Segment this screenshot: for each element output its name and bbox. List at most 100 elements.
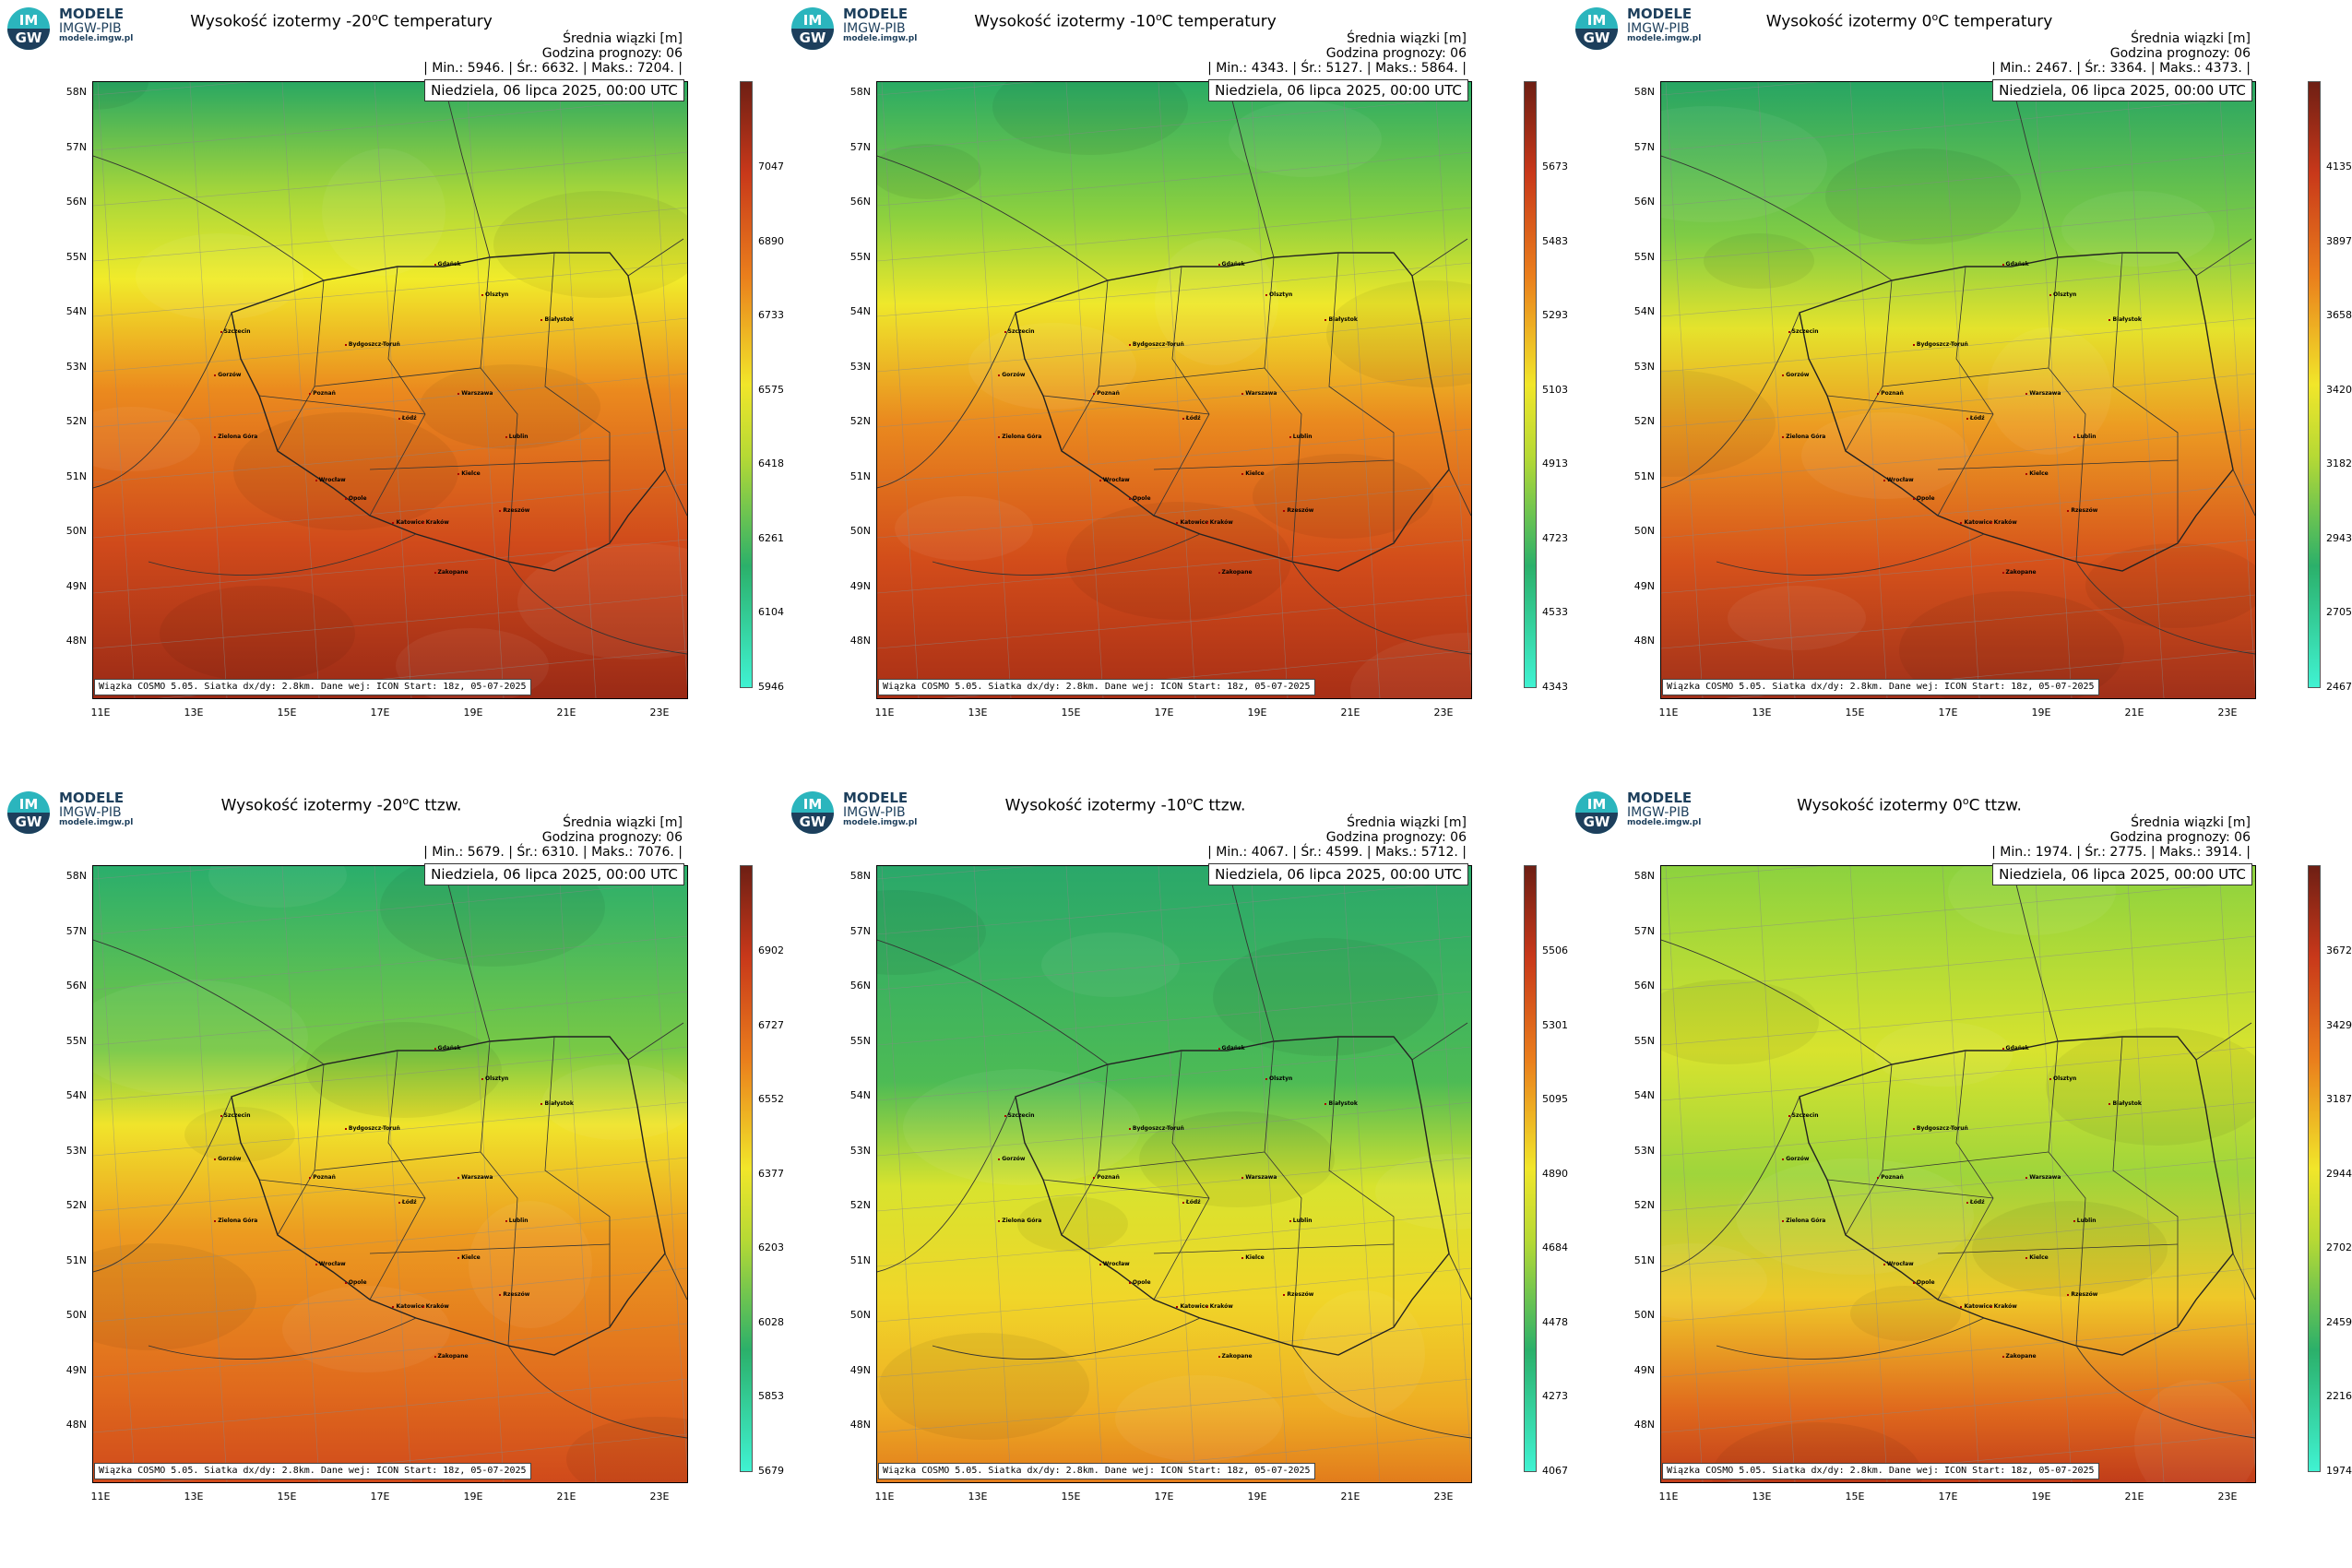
- city-label: Bydgoszcz-Toruń: [1128, 340, 1184, 348]
- lat-label: 56N: [65, 980, 87, 992]
- lon-label: 13E: [184, 1491, 204, 1503]
- city-label: Gorzów: [998, 1155, 1026, 1162]
- lon-label: 15E: [1061, 707, 1081, 719]
- lat-label: 51N: [65, 469, 87, 482]
- forecast-hour: Godzina prognozy: 06: [541, 46, 683, 61]
- city-label: Białystok: [540, 315, 574, 323]
- colorbar-label: 2459: [2326, 1315, 2352, 1328]
- city-label: Białystok: [540, 1099, 574, 1107]
- panel-title: Wysokość izotermy -10oC ttzw.: [922, 795, 1328, 815]
- lon-label: 15E: [1845, 707, 1865, 719]
- colorbar-label: 6377: [758, 1167, 784, 1180]
- city-label: Poznań: [1093, 390, 1120, 397]
- logo-line1: MODELE: [59, 6, 125, 22]
- stats-line: | Min.: 1974. | Śr.: 2775. | Maks.: 3914…: [1991, 845, 2251, 860]
- logo-line3: modele.imgw.pl: [843, 818, 918, 828]
- lat-label: 55N: [849, 1034, 871, 1047]
- colorbar-label: 4723: [1542, 531, 1568, 544]
- title-suffix: C temperatury: [1161, 12, 1277, 31]
- map-field: [1661, 82, 2255, 698]
- city-label: Gorzów: [1782, 371, 1810, 378]
- city-label: Szczecin: [1004, 328, 1035, 336]
- lat-label: 53N: [65, 360, 87, 373]
- city-label: Zielona Góra: [214, 433, 258, 440]
- city-label: Lublin: [1289, 433, 1313, 440]
- lon-label: 17E: [370, 707, 390, 719]
- forecast-hour: Godzina prognozy: 06: [2109, 830, 2251, 845]
- city-label: Zielona Góra: [998, 433, 1042, 440]
- lon-label: 23E: [1433, 707, 1454, 719]
- city-label: Kielce: [457, 1253, 481, 1261]
- lat-label: 53N: [849, 1144, 871, 1157]
- lat-label: 48N: [1633, 1419, 1655, 1431]
- lat-label: 58N: [65, 86, 87, 98]
- city-label: Szczecin: [1004, 1112, 1035, 1120]
- title-suffix: C ttzw.: [1193, 796, 1246, 815]
- lon-label: 23E: [649, 1491, 670, 1503]
- city-label: Katowice: [392, 1303, 425, 1311]
- lat-label: 52N: [849, 415, 871, 427]
- lat-label: 54N: [1633, 1089, 1655, 1101]
- stats-line: | Min.: 5679. | Śr.: 6310. | Maks.: 7076…: [423, 845, 683, 860]
- city-label: Opole: [1128, 1278, 1151, 1286]
- lon-label: 17E: [1938, 707, 1958, 719]
- city-label: Zakopane: [434, 1352, 469, 1360]
- city-label: Wrocław: [1099, 1260, 1130, 1267]
- title-degree: o: [1155, 11, 1162, 23]
- lat-label: 50N: [65, 1309, 87, 1321]
- map-area: Gdańsk Olsztyn Szczecin Białystok Bydgoszcz-…: [876, 81, 1472, 699]
- lat-label: 57N: [65, 140, 87, 153]
- city-label: Olsztyn: [2049, 1075, 2077, 1083]
- unit-line: Średnia wiązki [m]: [563, 31, 683, 46]
- city-label: Szczecin: [220, 328, 251, 336]
- imgw-badge-icon: IM GW: [1575, 791, 1618, 834]
- map-panel: IM GW MODELE IMGW-PIB modele.imgw.pl Wysokość…: [1568, 784, 2352, 1568]
- lat-label: 51N: [1633, 469, 1655, 482]
- city-label: Kraków: [1206, 519, 1233, 527]
- city-label: Rzeszów: [2067, 1290, 2098, 1298]
- city-label: Szczecin: [1788, 1112, 1819, 1120]
- lat-label: 55N: [1633, 1034, 1655, 1047]
- lat-label: 54N: [849, 305, 871, 317]
- imgw-logo: IM GW MODELE IMGW-PIB modele.imgw.pl: [1575, 6, 1705, 50]
- colorbar-label: 2216: [2326, 1390, 2352, 1402]
- colorbar-label: 2467: [2326, 680, 2352, 693]
- city-label: Bydgoszcz-Toruń: [344, 340, 400, 348]
- colorbar: [1524, 81, 1537, 688]
- model-info: Wiązka COSMO 5.05. Siatka dx/dy: 2.8km. …: [1662, 1463, 2099, 1479]
- lat-label: 49N: [849, 1363, 871, 1376]
- map-panel: IM GW MODELE IMGW-PIB modele.imgw.pl Wysokość…: [0, 0, 784, 784]
- logo-badge-bottom: GW: [1575, 813, 1618, 834]
- city-label: Opole: [1128, 494, 1151, 502]
- city-label: Kraków: [422, 1303, 449, 1311]
- stats-line: | Min.: 5946. | Śr.: 6632. | Maks.: 7204…: [423, 61, 683, 76]
- lon-label: 11E: [90, 707, 111, 719]
- city-label: Bydgoszcz-Toruń: [344, 1124, 400, 1132]
- lat-label: 52N: [65, 415, 87, 427]
- lat-label: 52N: [1633, 415, 1655, 427]
- city-label: Białystok: [1324, 315, 1358, 323]
- lat-label: 57N: [849, 140, 871, 153]
- lat-label: 53N: [849, 360, 871, 373]
- imgw-logo: IM GW MODELE IMGW-PIB modele.imgw.pl: [791, 790, 921, 834]
- logo-line2: IMGW-PIB: [843, 20, 906, 36]
- colorbar-label: 3187: [2326, 1093, 2352, 1105]
- logo-badge-bottom: GW: [7, 29, 50, 50]
- city-label: Wrocław: [1099, 476, 1130, 483]
- unit-line: Średnia wiązki [m]: [563, 815, 683, 830]
- imgw-badge-icon: IM GW: [791, 7, 834, 50]
- lat-label: 50N: [849, 525, 871, 537]
- city-label: Wrocław: [1883, 1260, 1914, 1267]
- lat-label: 49N: [1633, 579, 1655, 592]
- map-area: Gdańsk Olsztyn Szczecin Białystok Bydgoszcz-…: [92, 865, 688, 1483]
- forecast-hour: Godzina prognozy: 06: [541, 830, 683, 845]
- city-label: Białystok: [2108, 315, 2142, 323]
- lon-label: 17E: [370, 1491, 390, 1503]
- lon-label: 13E: [968, 1491, 988, 1503]
- model-info: Wiązka COSMO 5.05. Siatka dx/dy: 2.8km. …: [878, 679, 1315, 695]
- colorbar-label: 3182: [2326, 457, 2352, 469]
- city-label: Poznań: [309, 1174, 336, 1181]
- city-label: Katowice: [1960, 519, 1993, 527]
- lon-label: 19E: [1247, 707, 1267, 719]
- logo-badge-top: IM: [1586, 12, 1607, 29]
